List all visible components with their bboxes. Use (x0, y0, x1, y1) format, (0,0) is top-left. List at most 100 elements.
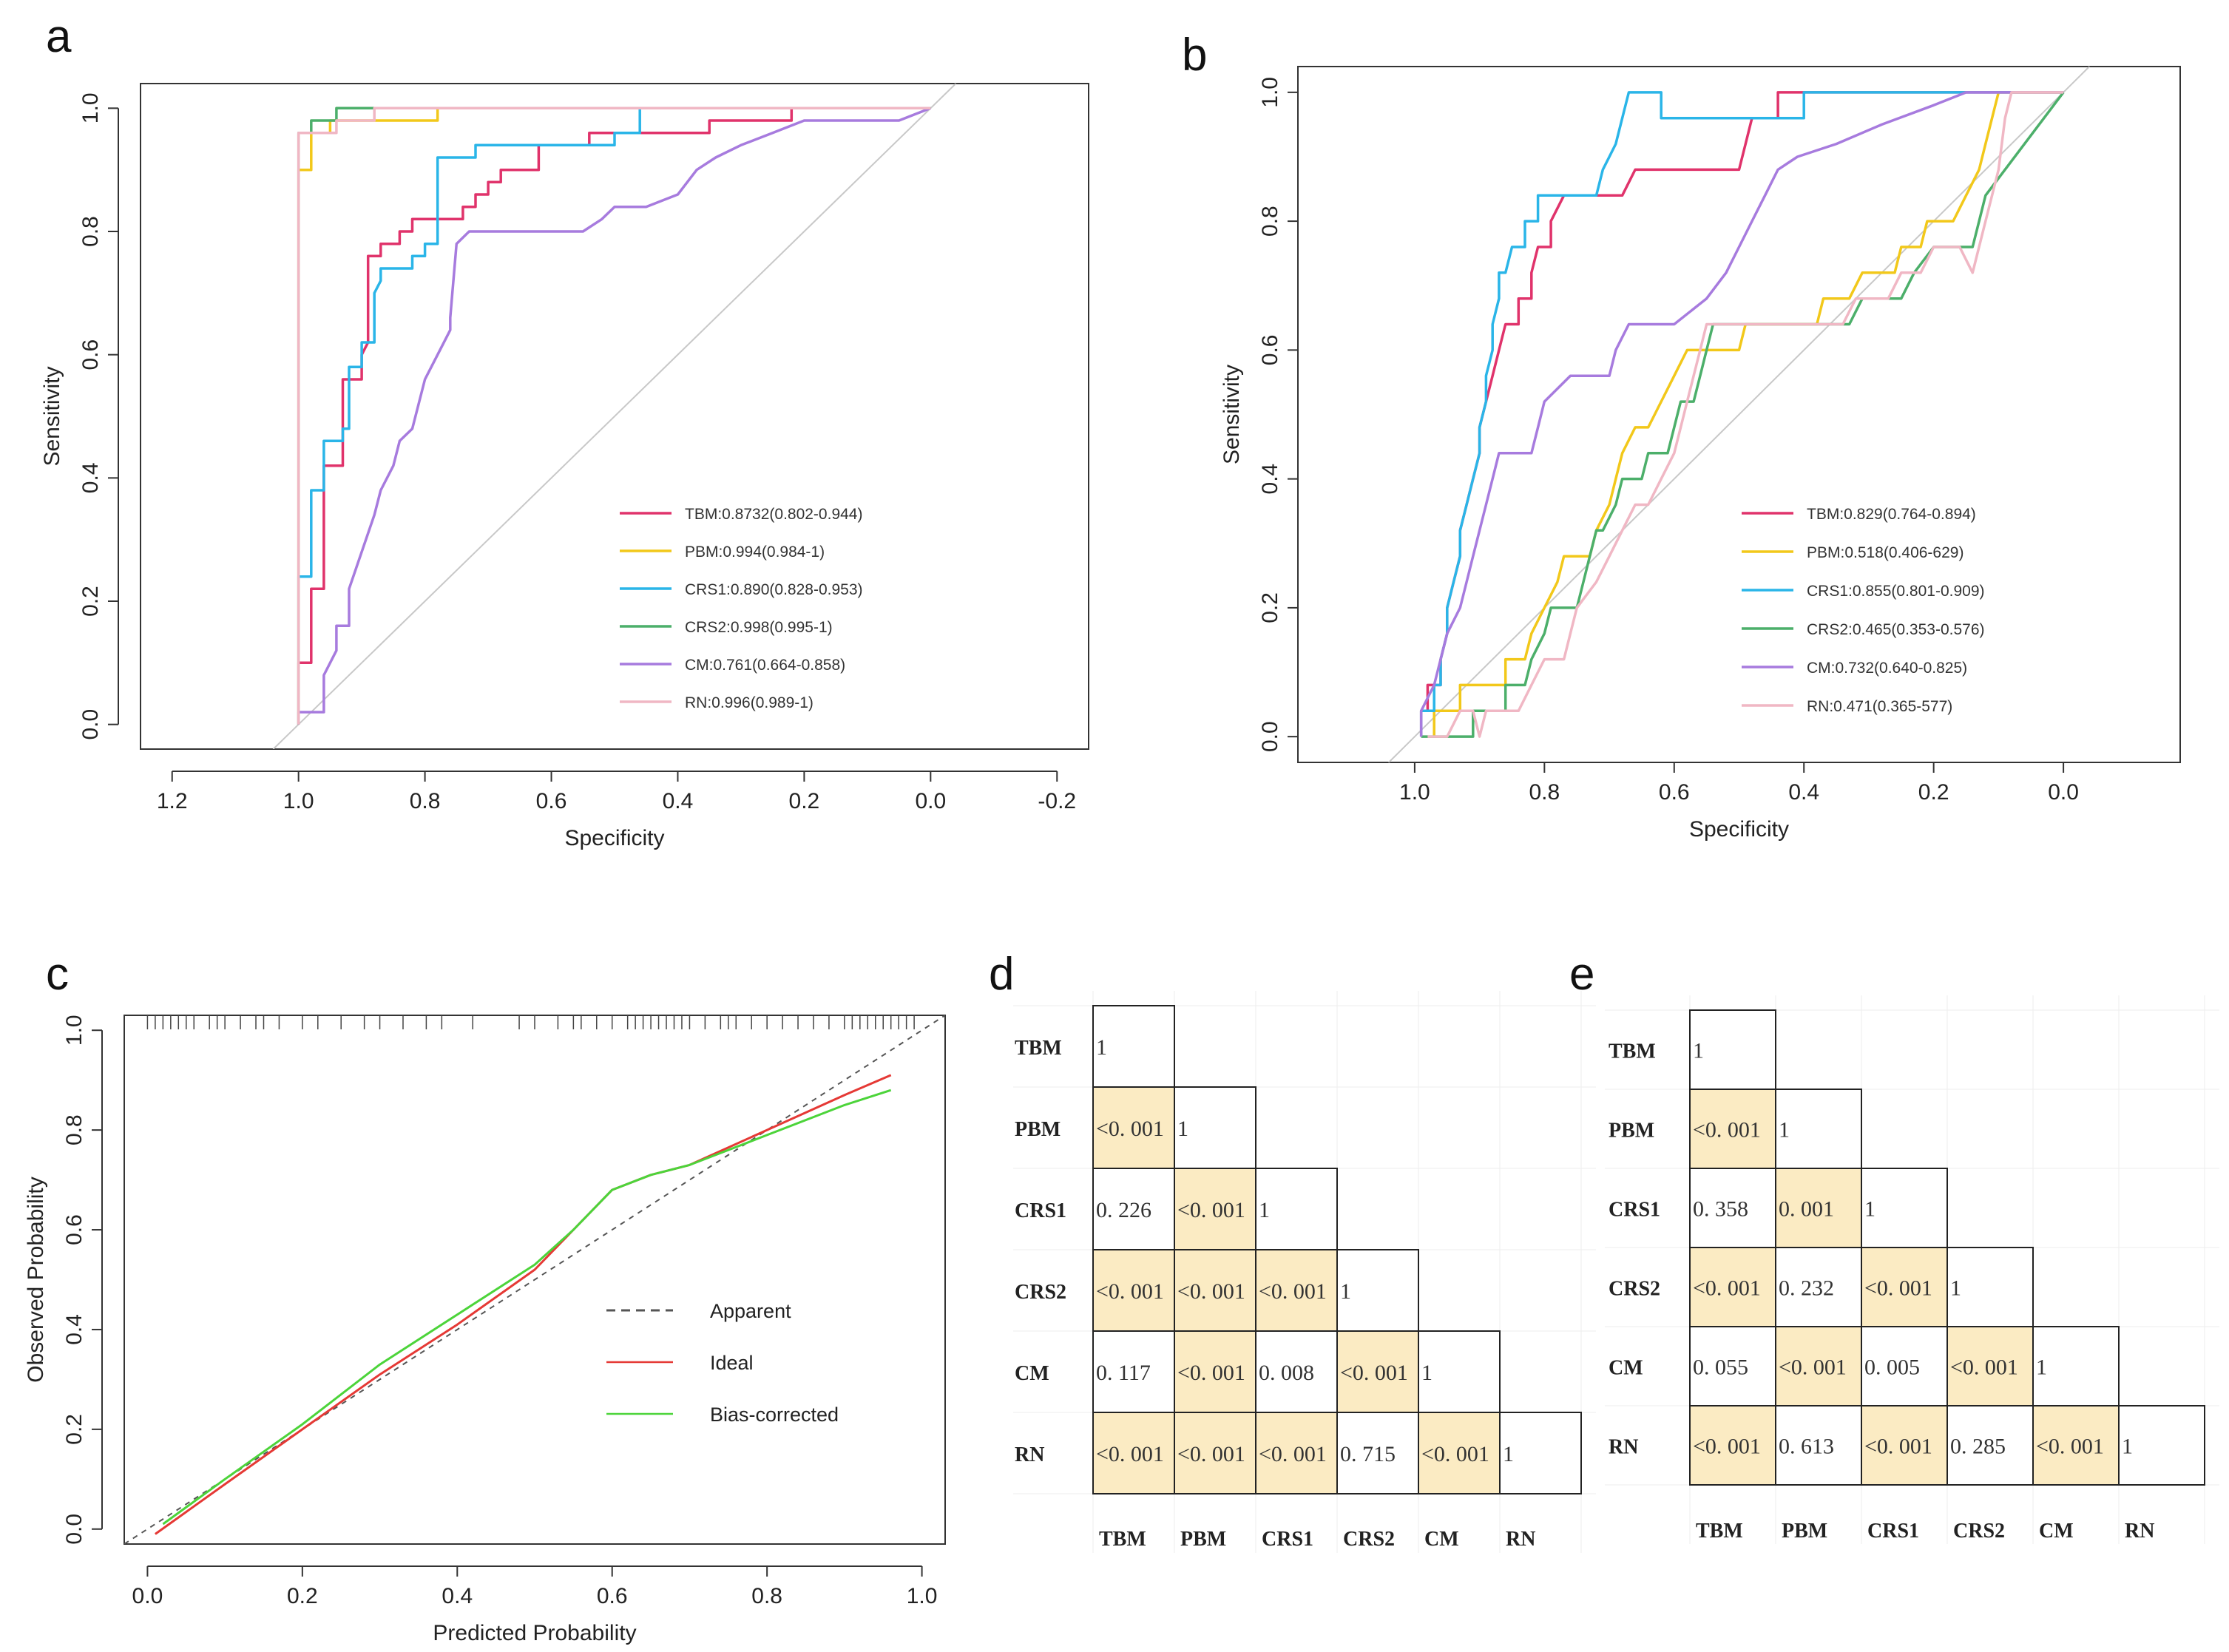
cell-value: 0. 055 (1693, 1355, 1748, 1380)
plot-area (124, 1015, 945, 1544)
x-axis-label: Specificity (1689, 817, 1789, 842)
y-axis-label: Sensitivity (40, 366, 64, 466)
x-tick-label: 0.8 (751, 1584, 782, 1608)
series-line-0 (124, 1015, 945, 1544)
y-tick-label: 0.0 (78, 709, 103, 740)
x-tick-label: 1.0 (283, 789, 314, 813)
column-label: CRS2 (1953, 1520, 2005, 1543)
row-label: CRS2 (1015, 1281, 1066, 1304)
row-label: TBM (1609, 1040, 1656, 1063)
x-tick-label: 1.0 (1399, 780, 1430, 805)
x-tick-label: 0.2 (789, 789, 820, 813)
panel-e-pvalue-table: 1 <0. 001 1 0. 358 0. 001 1 <0. 001 0. 232 <0. 0… (1605, 995, 2219, 1544)
cell-value: <0. 001 (1096, 1117, 1164, 1141)
cell-value: <0. 001 (1864, 1276, 1932, 1301)
x-tick-label: 0.4 (1788, 780, 1819, 805)
cell-value: <0. 001 (1340, 1361, 1408, 1385)
legend-label: TBM:0.8732(0.802-0.944) (685, 506, 862, 523)
table-cell (2032, 1326, 2120, 1406)
cell-value: <0. 001 (1096, 1442, 1164, 1466)
column-label: RN (2125, 1520, 2154, 1543)
cell-value: <0. 001 (1177, 1361, 1245, 1385)
table-cell (1689, 1089, 1776, 1169)
x-tick-label: 1.0 (907, 1584, 938, 1608)
column-label: TBM (1099, 1528, 1146, 1551)
column-label: CRS1 (1262, 1528, 1313, 1551)
row-label: CRS1 (1015, 1199, 1066, 1222)
series-line-1 (1433, 91, 2064, 737)
y-axis-label: Observed Probability (24, 1177, 48, 1382)
row-label: TBM (1015, 1037, 1062, 1060)
cell-value: <0. 001 (1693, 1118, 1761, 1142)
table-cell (2032, 1405, 2120, 1486)
cell-value: 0. 715 (1340, 1442, 1396, 1466)
cell-value: 1 (1779, 1118, 1790, 1142)
y-tick-label: 0.8 (62, 1114, 87, 1145)
cell-value: <0. 001 (1177, 1198, 1245, 1222)
cell-value: <0. 001 (1421, 1442, 1489, 1466)
cell-value: 1 (1503, 1442, 1514, 1466)
table-cell (1689, 1247, 1776, 1327)
series-line-4 (1419, 91, 2064, 737)
legend-label: PBM:0.518(0.406-629) (1807, 544, 1964, 561)
legend-label: CRS2:0.465(0.353-0.576) (1807, 621, 1985, 638)
cell-value: 0. 117 (1096, 1361, 1151, 1385)
x-tick-label: 0.6 (597, 1584, 628, 1608)
row-label: RN (1015, 1443, 1044, 1466)
column-label: CM (2039, 1520, 2074, 1543)
cell-value: 1 (1421, 1361, 1433, 1385)
panel-c-calibration-chart: 0.0 0.2 0.4 0.6 0.8 1.0 Predicted Probability 0… (24, 1015, 946, 1645)
table-cell (1174, 1412, 1256, 1494)
legend-label: CM:0.732(0.640-0.825) (1807, 660, 1967, 677)
cell-value: 0. 008 (1259, 1361, 1314, 1385)
reference-diagonal-line (272, 84, 957, 749)
table-cell (1174, 1330, 1256, 1413)
y-axis-label: Sensitivity (1220, 365, 1244, 464)
table-cell (1861, 1247, 1948, 1327)
table-cell (1689, 1168, 1776, 1248)
cell-value: <0. 001 (1693, 1435, 1761, 1459)
cell-value: 1 (1259, 1198, 1270, 1222)
x-tick-label: 0.4 (442, 1584, 473, 1608)
table-cell (1336, 1249, 1419, 1332)
column-label: RN (1506, 1528, 1535, 1551)
panel-d-pvalue-table: 1 <0. 001 1 0. 226 <0. 001 1 <0. 001 <0. 001 <0.… (1013, 991, 1596, 1553)
x-tick-label: 0.6 (1659, 780, 1690, 805)
series-line-4 (297, 106, 931, 725)
x-tick-label: 0.2 (1918, 780, 1949, 805)
series-line-5 (1427, 91, 2064, 738)
cell-value: <0. 001 (1177, 1442, 1245, 1466)
panel-letter-e: e (1569, 949, 1594, 1000)
cell-value: 0. 358 (1693, 1197, 1748, 1222)
column-label: CRS2 (1343, 1528, 1395, 1551)
panel-letter-b: b (1182, 30, 1207, 81)
table-cell (1418, 1412, 1501, 1494)
row-label: RN (1609, 1436, 1638, 1459)
table-cell (1499, 1412, 1582, 1494)
x-tick-label: 0.8 (410, 789, 441, 813)
series-line-2 (1419, 91, 2064, 737)
row-label: CM (1609, 1357, 1643, 1380)
legend-label: Apparent (710, 1300, 791, 1322)
table-cell (1092, 1249, 1175, 1332)
cell-value: 1 (1950, 1276, 1961, 1301)
table-cell (1689, 1009, 1776, 1090)
table-cell (1092, 1412, 1175, 1494)
y-tick-label: 1.0 (62, 1015, 87, 1046)
legend-label: Bias-corrected (710, 1404, 839, 1426)
legend-label: PBM:0.994(0.984-1) (685, 544, 825, 561)
legend-label: CRS2:0.998(0.995-1) (685, 619, 833, 636)
table-cell (1336, 1412, 1419, 1494)
cell-value: 1 (1864, 1197, 1875, 1222)
column-label: CM (1424, 1528, 1459, 1551)
y-tick-label: 0.6 (1258, 335, 1282, 366)
column-label: CRS1 (1867, 1520, 1919, 1543)
table-cell (1092, 1168, 1175, 1250)
panel-letter-c: c (46, 949, 69, 1000)
cell-value: <0. 001 (1693, 1276, 1761, 1301)
table-cell (1092, 1086, 1175, 1169)
table-cell (1174, 1249, 1256, 1332)
cell-value: 0. 001 (1779, 1197, 1834, 1222)
cell-value: <0. 001 (1864, 1435, 1932, 1459)
